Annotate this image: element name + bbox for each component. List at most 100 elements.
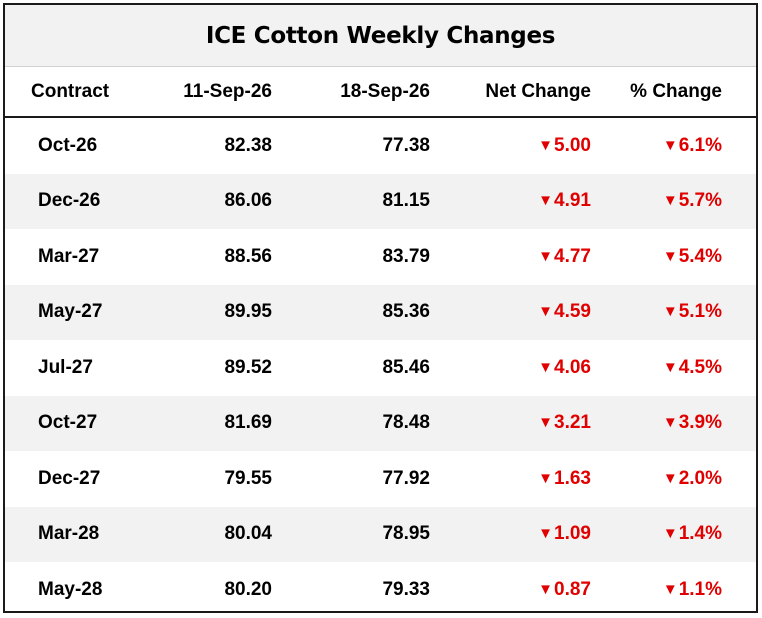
header-curr-date: 18-Sep-26 — [340, 80, 430, 102]
net-change-cell: ▼4.59 — [430, 301, 591, 323]
pct-change-value: 6.1% — [678, 134, 722, 156]
down-triangle-icon: ▼ — [662, 247, 678, 265]
table-title: ICE Cotton Weekly Changes — [205, 22, 556, 49]
pct-change-value: 5.7% — [678, 190, 722, 212]
net-change-cell: ▼5.00 — [430, 135, 591, 157]
net-change-value: 4.91 — [554, 190, 591, 212]
curr-price-cell: 83.79 — [382, 245, 430, 267]
pct-change-value: 2.0% — [678, 467, 722, 489]
down-triangle-icon: ▼ — [662, 580, 678, 598]
header-prev-date: 11-Sep-26 — [183, 80, 272, 102]
contract-cell: May-27 — [38, 301, 103, 323]
contract-cell: Oct-26 — [38, 134, 98, 156]
table-row: May-27 89.95 85.36 ▼4.59 ▼5.1% — [5, 284, 756, 340]
contract-cell: Jul-27 — [38, 356, 93, 378]
prev-price-cell: 80.20 — [224, 578, 272, 600]
down-triangle-icon: ▼ — [662, 303, 678, 321]
prev-price-cell: 79.55 — [224, 467, 272, 489]
net-change-value: 4.77 — [554, 245, 591, 267]
table-row: Dec-26 86.06 81.15 ▼4.91 ▼5.7% — [5, 173, 756, 229]
curr-price-cell: 78.95 — [382, 523, 430, 545]
table-row: May-28 80.20 79.33 ▼0.87 ▼1.1% — [5, 562, 756, 618]
curr-price-cell: 77.92 — [382, 467, 430, 489]
pct-change-value: 1.4% — [678, 523, 722, 545]
down-triangle-icon: ▼ — [662, 525, 678, 543]
contract-cell: May-28 — [38, 578, 103, 600]
pct-change-cell: ▼1.4% — [591, 523, 722, 545]
net-change-cell: ▼1.63 — [430, 468, 591, 490]
cotton-changes-table: ICE Cotton Weekly Changes Contract 11-Se… — [3, 3, 758, 613]
pct-change-cell: ▼1.1% — [591, 579, 722, 601]
pct-change-cell: ▼5.1% — [591, 301, 722, 323]
net-change-cell: ▼4.91 — [430, 190, 591, 212]
net-change-value: 3.21 — [554, 412, 591, 434]
net-change-cell: ▼1.09 — [430, 523, 591, 545]
table-row: Oct-26 82.38 77.38 ▼5.00 ▼6.1% — [5, 118, 756, 174]
curr-price-cell: 79.33 — [382, 578, 430, 600]
prev-price-cell: 82.38 — [224, 134, 272, 156]
curr-price-cell: 78.48 — [382, 412, 430, 434]
pct-change-value: 5.1% — [678, 301, 722, 323]
contract-cell: Oct-27 — [38, 412, 98, 434]
net-change-value: 1.09 — [554, 523, 591, 545]
pct-change-value: 3.9% — [678, 412, 722, 434]
net-change-value: 4.06 — [554, 356, 591, 378]
contract-cell: Dec-27 — [38, 467, 101, 489]
curr-price-cell: 85.36 — [382, 301, 430, 323]
table-row: Dec-27 79.55 77.92 ▼1.63 ▼2.0% — [5, 451, 756, 507]
contract-cell: Mar-28 — [38, 523, 100, 545]
down-triangle-icon: ▼ — [538, 192, 554, 210]
header-net-change: Net Change — [485, 80, 591, 102]
down-triangle-icon: ▼ — [538, 136, 554, 154]
down-triangle-icon: ▼ — [662, 136, 678, 154]
net-change-value: 5.00 — [554, 134, 591, 156]
table-body: Oct-26 82.38 77.38 ▼5.00 ▼6.1% Dec-26 86.06 81.… — [5, 118, 756, 618]
pct-change-value: 5.4% — [678, 245, 722, 267]
table-row: Jul-27 89.52 85.46 ▼4.06 ▼4.5% — [5, 340, 756, 396]
pct-change-cell: ▼6.1% — [591, 135, 722, 157]
down-triangle-icon: ▼ — [662, 192, 678, 210]
prev-price-cell: 80.04 — [224, 523, 272, 545]
net-change-cell: ▼4.06 — [430, 357, 591, 379]
table-row: Mar-27 88.56 83.79 ▼4.77 ▼5.4% — [5, 229, 756, 285]
down-triangle-icon: ▼ — [538, 303, 554, 321]
table-row: Oct-27 81.69 78.48 ▼3.21 ▼3.9% — [5, 395, 756, 451]
net-change-value: 1.63 — [554, 467, 591, 489]
curr-price-cell: 77.38 — [382, 134, 430, 156]
prev-price-cell: 86.06 — [224, 190, 272, 212]
table-header-row: Contract 11-Sep-26 18-Sep-26 Net Change … — [5, 67, 756, 118]
pct-change-value: 4.5% — [678, 356, 722, 378]
header-contract: Contract — [31, 80, 110, 102]
net-change-cell: ▼0.87 — [430, 579, 591, 601]
pct-change-cell: ▼5.4% — [591, 246, 722, 268]
down-triangle-icon: ▼ — [538, 580, 554, 598]
net-change-value: 0.87 — [554, 578, 591, 600]
pct-change-cell: ▼4.5% — [591, 357, 722, 379]
down-triangle-icon: ▼ — [538, 414, 554, 432]
header-pct-change: % Change — [630, 80, 722, 102]
down-triangle-icon: ▼ — [538, 469, 554, 487]
curr-price-cell: 85.46 — [382, 356, 430, 378]
net-change-cell: ▼3.21 — [430, 412, 591, 434]
prev-price-cell: 89.95 — [224, 301, 272, 323]
curr-price-cell: 81.15 — [382, 190, 430, 212]
down-triangle-icon: ▼ — [538, 525, 554, 543]
contract-cell: Dec-26 — [38, 190, 101, 212]
down-triangle-icon: ▼ — [538, 247, 554, 265]
net-change-cell: ▼4.77 — [430, 246, 591, 268]
down-triangle-icon: ▼ — [662, 358, 678, 376]
pct-change-cell: ▼3.9% — [591, 412, 722, 434]
prev-price-cell: 81.69 — [224, 412, 272, 434]
prev-price-cell: 88.56 — [224, 245, 272, 267]
table-row: Mar-28 80.04 78.95 ▼1.09 ▼1.4% — [5, 506, 756, 562]
net-change-value: 4.59 — [554, 301, 591, 323]
down-triangle-icon: ▼ — [662, 469, 678, 487]
down-triangle-icon: ▼ — [662, 414, 678, 432]
contract-cell: Mar-27 — [38, 245, 100, 267]
down-triangle-icon: ▼ — [538, 358, 554, 376]
table-title-bar: ICE Cotton Weekly Changes — [5, 5, 756, 67]
pct-change-cell: ▼2.0% — [591, 468, 722, 490]
pct-change-value: 1.1% — [678, 578, 722, 600]
pct-change-cell: ▼5.7% — [591, 190, 722, 212]
prev-price-cell: 89.52 — [224, 356, 272, 378]
